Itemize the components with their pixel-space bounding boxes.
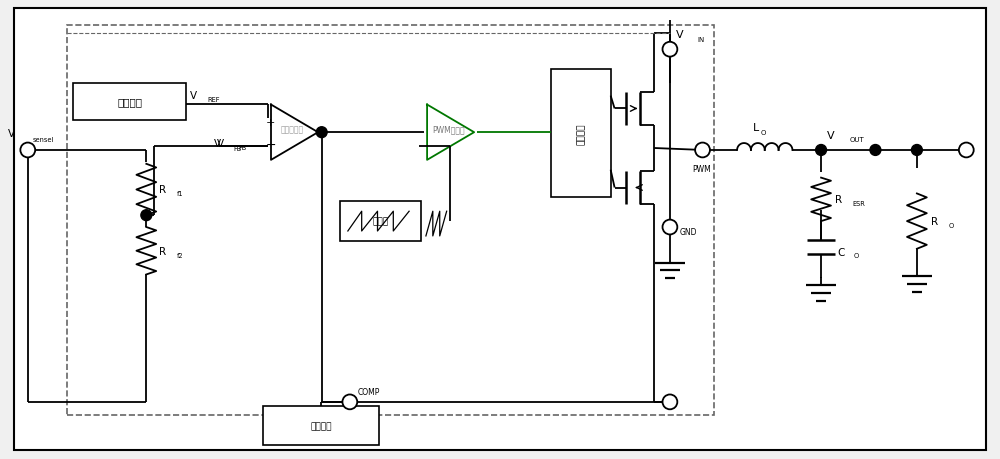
Text: V: V: [827, 131, 835, 141]
Text: 补偿网络: 补偿网络: [310, 421, 332, 430]
Text: O: O: [854, 252, 859, 258]
Text: ESR: ESR: [853, 201, 866, 207]
Text: C: C: [837, 247, 844, 257]
Text: OUT: OUT: [850, 137, 864, 143]
Text: REF: REF: [208, 97, 220, 103]
Circle shape: [911, 145, 922, 156]
Text: R: R: [931, 217, 938, 227]
Text: FB: FB: [239, 145, 247, 151]
Text: V: V: [676, 30, 683, 40]
Text: V: V: [214, 139, 221, 149]
Bar: [73, 84, 186, 121]
Bar: [551, 70, 611, 198]
Circle shape: [663, 43, 677, 57]
Text: L: L: [753, 123, 759, 133]
Text: V: V: [190, 91, 197, 101]
Text: 参考电压: 参考电压: [117, 97, 142, 107]
Circle shape: [316, 128, 327, 138]
Text: GND: GND: [680, 228, 697, 237]
Text: 振荡器: 振荡器: [372, 217, 389, 226]
Text: V: V: [8, 129, 15, 139]
Text: −: −: [266, 138, 276, 151]
Text: R: R: [159, 185, 166, 195]
Text: R: R: [159, 246, 166, 256]
Circle shape: [663, 395, 677, 409]
Text: COMP: COMP: [358, 387, 380, 396]
Bar: [263, 406, 379, 445]
Text: IN: IN: [698, 37, 705, 43]
Bar: [340, 202, 421, 241]
Text: V: V: [217, 139, 224, 149]
Circle shape: [870, 145, 881, 156]
Text: PWM比较器: PWM比较器: [432, 125, 465, 134]
Circle shape: [141, 210, 152, 221]
Text: FB: FB: [233, 146, 242, 151]
Text: PWM: PWM: [692, 164, 711, 174]
Bar: [67, 25, 714, 415]
Text: R: R: [835, 195, 842, 205]
Text: 逻辑控制: 逻辑控制: [577, 123, 586, 145]
Circle shape: [663, 220, 677, 235]
Text: 误差放大器: 误差放大器: [281, 125, 304, 134]
Text: +: +: [266, 118, 275, 128]
Text: sensel: sensel: [33, 137, 54, 143]
Text: O: O: [761, 130, 766, 136]
Circle shape: [20, 143, 35, 158]
Text: f1: f1: [177, 191, 183, 197]
Text: O: O: [949, 223, 954, 229]
Circle shape: [959, 143, 974, 158]
Circle shape: [342, 395, 357, 409]
Circle shape: [816, 145, 827, 156]
Text: f2: f2: [177, 252, 184, 258]
Circle shape: [695, 143, 710, 158]
